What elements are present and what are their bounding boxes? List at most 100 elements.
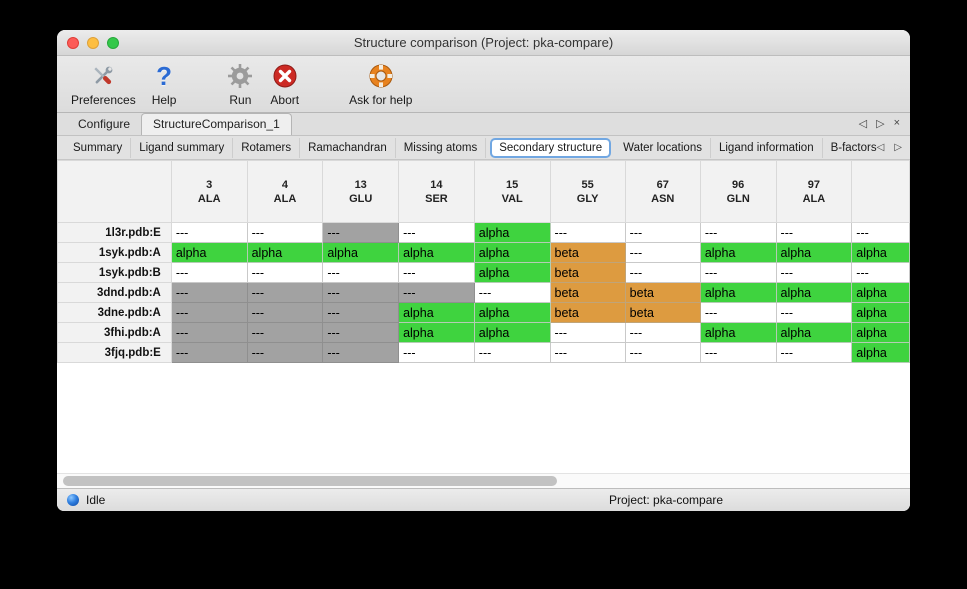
structure-cell-alpha[interactable]: alpha bbox=[398, 322, 475, 343]
structure-cell-none[interactable]: --- bbox=[549, 222, 626, 243]
structure-cell-missing[interactable]: --- bbox=[246, 322, 324, 343]
structure-cell-alpha[interactable]: alpha bbox=[851, 342, 910, 363]
structure-cell-none[interactable]: --- bbox=[699, 342, 777, 363]
structure-cell-none[interactable]: --- bbox=[473, 282, 551, 303]
zoom-window-button[interactable] bbox=[107, 37, 119, 49]
subtab-missing-atoms[interactable]: Missing atoms bbox=[396, 137, 487, 158]
structure-cell-alpha[interactable]: alpha bbox=[322, 242, 400, 263]
structure-cell-none[interactable]: --- bbox=[624, 242, 701, 263]
structure-cell-beta[interactable]: beta bbox=[549, 282, 626, 303]
structure-cell-alpha[interactable]: alpha bbox=[851, 242, 910, 263]
structure-cell-alpha[interactable]: alpha bbox=[851, 322, 910, 343]
preferences-button[interactable]: Preferences bbox=[71, 61, 136, 107]
structure-cell-missing[interactable]: --- bbox=[322, 222, 400, 243]
structure-cell-none[interactable]: --- bbox=[624, 322, 701, 343]
structure-cell-none[interactable]: --- bbox=[775, 302, 853, 323]
structure-cell-none[interactable]: --- bbox=[624, 222, 701, 243]
scrollbar-thumb[interactable] bbox=[63, 476, 557, 486]
structure-cell-alpha[interactable]: alpha bbox=[699, 322, 777, 343]
structure-cell-alpha[interactable]: alpha bbox=[775, 322, 853, 343]
ask-for-help-button[interactable]: Ask for help bbox=[349, 61, 412, 107]
structure-cell-alpha[interactable]: alpha bbox=[473, 262, 551, 283]
structure-cell-none[interactable]: --- bbox=[170, 222, 248, 243]
column-header: 3 ALA bbox=[170, 160, 248, 223]
structure-cell-none[interactable]: --- bbox=[775, 342, 853, 363]
structure-cell-missing[interactable]: --- bbox=[322, 322, 400, 343]
help-button[interactable]: ? Help bbox=[152, 61, 177, 107]
structure-cell-alpha[interactable]: alpha bbox=[473, 242, 551, 263]
structure-cell-missing[interactable]: --- bbox=[170, 342, 248, 363]
structure-cell-none[interactable]: --- bbox=[549, 342, 626, 363]
subtab-secondary-structure[interactable]: Secondary structure bbox=[492, 139, 610, 156]
tab-scroll-left-icon[interactable]: ◁ bbox=[858, 117, 868, 130]
structure-cell-none[interactable]: --- bbox=[246, 222, 324, 243]
subtab-b-factors[interactable]: B-factors bbox=[823, 138, 877, 158]
structure-cell-none[interactable]: --- bbox=[624, 262, 701, 283]
structure-cell-missing[interactable]: --- bbox=[398, 282, 475, 303]
structure-cell-alpha[interactable]: alpha bbox=[170, 242, 248, 263]
structure-cell-beta[interactable]: beta bbox=[549, 242, 626, 263]
structure-cell-none[interactable]: --- bbox=[246, 262, 324, 283]
subtab-list: Summary Ligand summary Rotamers Ramachandra… bbox=[65, 137, 877, 158]
subtab-summary[interactable]: Summary bbox=[65, 137, 132, 158]
structure-cell-alpha[interactable]: alpha bbox=[473, 322, 551, 343]
close-window-button[interactable] bbox=[67, 37, 79, 49]
structure-cell-beta[interactable]: beta bbox=[624, 302, 701, 323]
tab-close-icon[interactable]: × bbox=[893, 117, 900, 129]
run-button[interactable]: Run bbox=[226, 61, 254, 107]
subtab-ligand-summary[interactable]: Ligand summary bbox=[131, 137, 234, 158]
minimize-window-button[interactable] bbox=[87, 37, 99, 49]
subtab-water-locations[interactable]: Water locations bbox=[615, 137, 711, 158]
structure-cell-missing[interactable]: --- bbox=[246, 282, 324, 303]
structure-cell-none[interactable]: --- bbox=[851, 262, 910, 283]
abort-button[interactable]: Abort bbox=[270, 61, 299, 107]
structure-cell-missing[interactable]: --- bbox=[322, 342, 400, 363]
structure-cell-alpha[interactable]: alpha bbox=[699, 282, 777, 303]
structure-cell-none[interactable]: --- bbox=[699, 222, 777, 243]
structure-cell-none[interactable]: --- bbox=[473, 342, 551, 363]
structure-cell-missing[interactable]: --- bbox=[170, 302, 248, 323]
tab-scroll-right-icon[interactable]: ▷ bbox=[876, 117, 885, 130]
structure-cell-none[interactable]: --- bbox=[398, 262, 475, 283]
subtab-ramachandran[interactable]: Ramachandran bbox=[300, 137, 396, 158]
structure-cell-beta[interactable]: beta bbox=[549, 262, 626, 283]
tab-structurecomparison-1[interactable]: StructureComparison_1 bbox=[141, 113, 292, 135]
structure-cell-missing[interactable]: --- bbox=[170, 282, 248, 303]
structure-cell-alpha[interactable]: alpha bbox=[851, 302, 910, 323]
structure-cell-alpha[interactable]: alpha bbox=[699, 242, 777, 263]
structure-cell-alpha[interactable]: alpha bbox=[473, 302, 551, 323]
structure-cell-none[interactable]: --- bbox=[775, 222, 853, 243]
structure-cell-none[interactable]: --- bbox=[775, 262, 853, 283]
structure-cell-none[interactable]: --- bbox=[851, 222, 910, 243]
structure-cell-alpha[interactable]: alpha bbox=[473, 222, 551, 243]
structure-cell-none[interactable]: --- bbox=[699, 302, 777, 323]
structure-cell-none[interactable]: --- bbox=[549, 322, 626, 343]
subtab-scroll-right-icon[interactable]: ▷ bbox=[894, 142, 902, 153]
subtab-rotamers[interactable]: Rotamers bbox=[233, 137, 301, 158]
structure-cell-alpha[interactable]: alpha bbox=[398, 242, 475, 263]
subtab-scroll-left-icon[interactable]: ◁ bbox=[876, 142, 885, 153]
structure-cell-beta[interactable]: beta bbox=[624, 282, 701, 303]
structure-cell-missing[interactable]: --- bbox=[322, 302, 400, 323]
structure-cell-alpha[interactable]: alpha bbox=[398, 302, 475, 323]
structure-cell-alpha[interactable]: alpha bbox=[246, 242, 324, 263]
row-label: 3fjq.pdb:E bbox=[57, 342, 172, 363]
structure-cell-missing[interactable]: --- bbox=[170, 322, 248, 343]
structure-cell-none[interactable]: --- bbox=[322, 262, 400, 283]
structure-cell-alpha[interactable]: alpha bbox=[775, 282, 853, 303]
structure-cell-none[interactable]: --- bbox=[398, 222, 475, 243]
structure-cell-alpha[interactable]: alpha bbox=[851, 282, 910, 303]
structure-cell-none[interactable]: --- bbox=[699, 262, 777, 283]
tab-configure[interactable]: Configure bbox=[78, 117, 131, 131]
structure-cell-missing[interactable]: --- bbox=[246, 342, 324, 363]
table-row: 1syk.pdb:B --- --- --- --- alpha beta --- --- ---… bbox=[57, 262, 910, 283]
structure-cell-none[interactable]: --- bbox=[624, 342, 701, 363]
subtab-ligand-information[interactable]: Ligand information bbox=[711, 137, 823, 158]
horizontal-scrollbar[interactable] bbox=[57, 473, 910, 488]
structure-cell-missing[interactable]: --- bbox=[246, 302, 324, 323]
structure-cell-none[interactable]: --- bbox=[398, 342, 475, 363]
structure-cell-beta[interactable]: beta bbox=[549, 302, 626, 323]
structure-cell-none[interactable]: --- bbox=[170, 262, 248, 283]
structure-cell-missing[interactable]: --- bbox=[322, 282, 400, 303]
structure-cell-alpha[interactable]: alpha bbox=[775, 242, 853, 263]
